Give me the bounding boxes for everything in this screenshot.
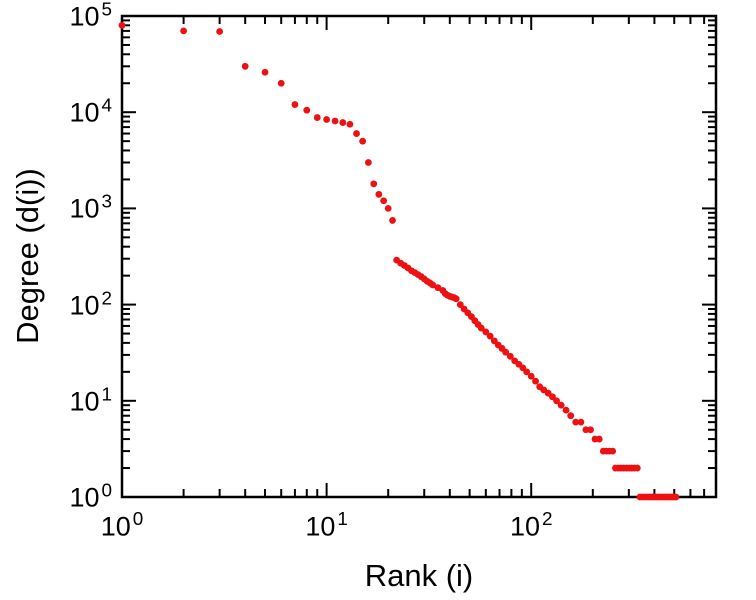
data-point	[180, 27, 187, 35]
data-point	[380, 197, 388, 205]
data-point	[672, 493, 680, 501]
data-point	[434, 284, 442, 292]
data-point	[452, 295, 460, 303]
y-tick-label: 10 2	[69, 287, 112, 321]
data-point	[384, 205, 392, 212]
data-point	[216, 28, 224, 35]
data-point	[353, 130, 360, 137]
data-point	[346, 120, 354, 128]
plot-frame	[120, 14, 718, 499]
data-point	[241, 62, 249, 70]
x-tick-label: 10 2	[509, 509, 553, 542]
data-point	[339, 119, 347, 126]
x-tick-label: 10 1	[305, 509, 348, 542]
x-tick-label: 10 0	[100, 509, 144, 542]
data-point	[562, 406, 570, 414]
data-point	[375, 190, 383, 198]
data-point	[429, 281, 437, 289]
data-point	[557, 401, 565, 409]
y-tick-label: 10 4	[69, 95, 112, 128]
data-point	[323, 116, 331, 123]
y-tick-label: 10 3	[69, 191, 112, 225]
y-tick-label: 10 5	[69, 0, 112, 32]
data-point	[359, 137, 367, 145]
data-point	[331, 117, 339, 125]
data-point	[572, 418, 580, 426]
data-point	[595, 435, 603, 443]
data-point	[277, 79, 285, 87]
data-point	[633, 464, 641, 472]
data-point	[370, 180, 378, 188]
y-axis-label: Degree (d(i))	[10, 168, 45, 344]
data-point	[553, 397, 560, 405]
data-point	[577, 418, 585, 426]
data-point	[303, 106, 311, 114]
data-point	[532, 377, 539, 385]
data-point	[609, 447, 617, 455]
data-point	[313, 114, 321, 121]
data-point	[502, 348, 510, 356]
data-point	[477, 324, 485, 332]
data-point	[389, 217, 396, 224]
data-point	[523, 368, 531, 376]
data-point	[587, 426, 594, 434]
data-point	[527, 372, 535, 380]
y-tick-label: 10 1	[69, 384, 112, 417]
data-point	[118, 21, 126, 29]
data-point	[506, 352, 514, 360]
x-axis-label: Rank (i)	[364, 558, 474, 593]
data-point	[291, 101, 299, 108]
data-point	[364, 159, 372, 166]
y-tick-label: 10 0	[69, 480, 112, 513]
data-point	[486, 332, 494, 340]
data-point	[456, 301, 464, 308]
data-point	[567, 412, 575, 420]
data-point	[261, 68, 269, 76]
data-point	[582, 426, 590, 434]
data-point	[482, 328, 490, 336]
